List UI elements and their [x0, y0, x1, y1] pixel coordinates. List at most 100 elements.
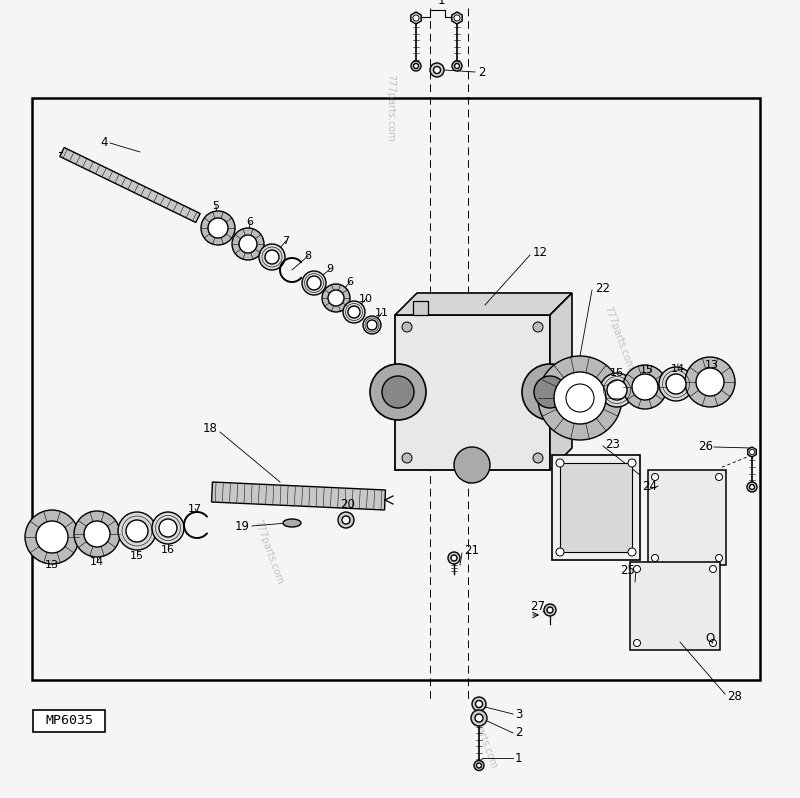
Circle shape [472, 697, 486, 711]
Circle shape [411, 61, 421, 71]
Text: 27: 27 [530, 599, 545, 613]
Text: 13: 13 [45, 560, 59, 570]
Circle shape [454, 15, 460, 21]
Circle shape [201, 211, 235, 245]
Circle shape [471, 710, 487, 726]
Circle shape [554, 372, 606, 424]
Text: 4: 4 [101, 136, 108, 149]
Polygon shape [550, 293, 572, 470]
Text: 24: 24 [642, 480, 657, 492]
Circle shape [607, 380, 627, 400]
Text: 7: 7 [282, 236, 290, 246]
Bar [630, 562, 720, 650]
Circle shape [628, 459, 636, 467]
Text: 3: 3 [515, 708, 522, 721]
Circle shape [126, 520, 148, 542]
Polygon shape [60, 148, 200, 223]
Text: MP6035: MP6035 [45, 714, 93, 728]
Text: 2: 2 [478, 65, 486, 78]
Circle shape [302, 271, 326, 295]
Circle shape [634, 639, 641, 646]
Circle shape [556, 548, 564, 556]
Polygon shape [748, 447, 756, 457]
Circle shape [651, 473, 658, 480]
Circle shape [476, 702, 482, 708]
Circle shape [448, 552, 460, 564]
Circle shape [343, 301, 365, 323]
Circle shape [259, 244, 285, 270]
Text: 777parts.com: 777parts.com [252, 519, 284, 586]
Circle shape [454, 447, 490, 483]
Text: 18: 18 [203, 422, 218, 436]
Circle shape [208, 218, 228, 238]
Circle shape [710, 639, 717, 646]
Circle shape [634, 566, 641, 572]
Text: 1: 1 [438, 0, 445, 7]
Circle shape [628, 548, 636, 556]
Circle shape [522, 364, 578, 420]
Circle shape [265, 250, 279, 264]
Circle shape [556, 459, 564, 467]
Text: 20: 20 [341, 498, 355, 511]
Circle shape [454, 64, 459, 69]
Circle shape [632, 374, 658, 400]
Circle shape [370, 364, 426, 420]
Circle shape [600, 373, 634, 407]
Bar [413, 301, 428, 315]
Circle shape [696, 368, 724, 396]
Circle shape [666, 374, 686, 394]
Circle shape [328, 290, 344, 306]
Bar [33, 710, 105, 732]
Text: 13: 13 [705, 360, 719, 370]
Text: 6: 6 [346, 277, 354, 287]
Polygon shape [211, 482, 386, 510]
Circle shape [475, 701, 482, 708]
Text: 19: 19 [235, 519, 250, 532]
Text: 11: 11 [375, 308, 389, 318]
Circle shape [363, 316, 381, 334]
Circle shape [685, 357, 735, 407]
Circle shape [747, 482, 757, 492]
Text: 777parts.com: 777parts.com [602, 305, 634, 372]
Circle shape [402, 453, 412, 463]
Circle shape [710, 566, 717, 572]
Circle shape [414, 64, 418, 69]
Circle shape [25, 510, 79, 564]
Circle shape [307, 276, 321, 290]
Text: parts.com: parts.com [472, 721, 498, 770]
Circle shape [382, 376, 414, 408]
Text: 17: 17 [188, 504, 202, 514]
Text: 16: 16 [610, 368, 624, 378]
Bar [560, 463, 632, 552]
Text: 14: 14 [90, 557, 104, 567]
Text: 777parts.com: 777parts.com [385, 74, 395, 142]
Text: 26: 26 [698, 440, 713, 452]
Circle shape [715, 555, 722, 562]
Circle shape [750, 449, 754, 455]
Text: 9: 9 [326, 264, 334, 274]
Bar [648, 470, 726, 565]
Circle shape [159, 519, 177, 537]
Text: 15: 15 [130, 551, 144, 561]
Circle shape [402, 322, 412, 332]
Bar [552, 455, 640, 560]
Circle shape [538, 356, 622, 440]
Circle shape [84, 521, 110, 547]
Circle shape [475, 714, 483, 722]
Text: 2: 2 [515, 726, 522, 740]
Circle shape [451, 555, 457, 561]
Circle shape [348, 306, 360, 318]
Circle shape [659, 367, 693, 401]
Circle shape [322, 284, 350, 312]
Polygon shape [474, 700, 484, 710]
Text: 25: 25 [620, 563, 635, 576]
Text: 6: 6 [246, 217, 254, 227]
Circle shape [413, 15, 419, 21]
Circle shape [434, 66, 441, 73]
Text: 28: 28 [727, 689, 742, 702]
Circle shape [36, 521, 68, 553]
Circle shape [534, 376, 566, 408]
Circle shape [367, 320, 377, 330]
Circle shape [651, 555, 658, 562]
Circle shape [118, 512, 156, 550]
